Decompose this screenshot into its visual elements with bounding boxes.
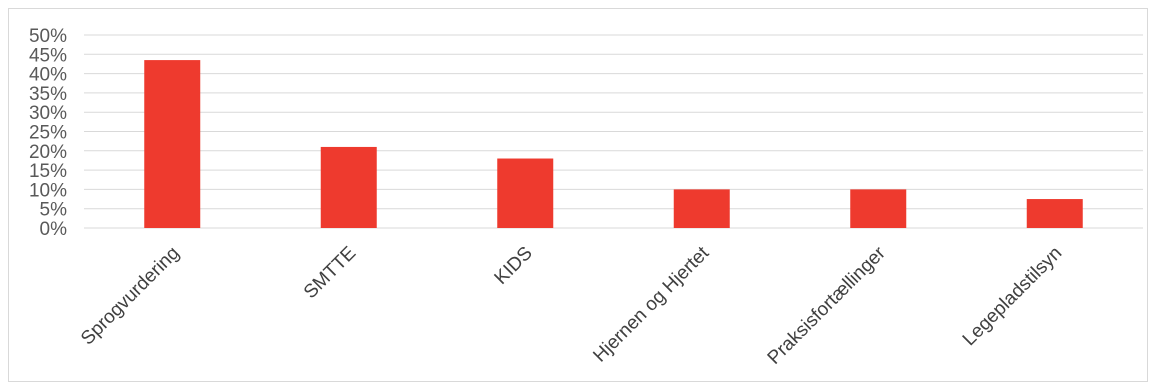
- y-tick-label: 50%: [29, 26, 67, 47]
- bar: [673, 189, 730, 228]
- y-tick-label: 30%: [29, 103, 67, 124]
- y-tick-label: 40%: [29, 65, 67, 86]
- y-tick-label: 20%: [29, 142, 67, 163]
- bar: [320, 146, 377, 228]
- x-category-label: KIDS: [491, 243, 537, 289]
- y-tick-label: 10%: [29, 180, 67, 201]
- bar: [850, 189, 907, 228]
- y-tick-label: 0%: [40, 219, 68, 240]
- x-category-label: Legepladstilsyn: [959, 243, 1066, 350]
- bar: [144, 60, 201, 229]
- y-tick-label: 25%: [29, 123, 67, 144]
- y-tick-label: 45%: [29, 45, 67, 66]
- x-category-label: Praksisfortællinger: [764, 242, 891, 369]
- x-category-label: SMTTE: [300, 243, 360, 303]
- bar: [1026, 199, 1083, 228]
- x-category-label: Hjernen og Hjertet: [589, 242, 713, 366]
- y-tick-label: 35%: [29, 84, 67, 105]
- y-tick-label: 5%: [40, 200, 68, 221]
- bar: [497, 158, 554, 228]
- y-tick-label: 15%: [29, 161, 67, 182]
- x-category-label: Sprogvurdering: [77, 243, 184, 350]
